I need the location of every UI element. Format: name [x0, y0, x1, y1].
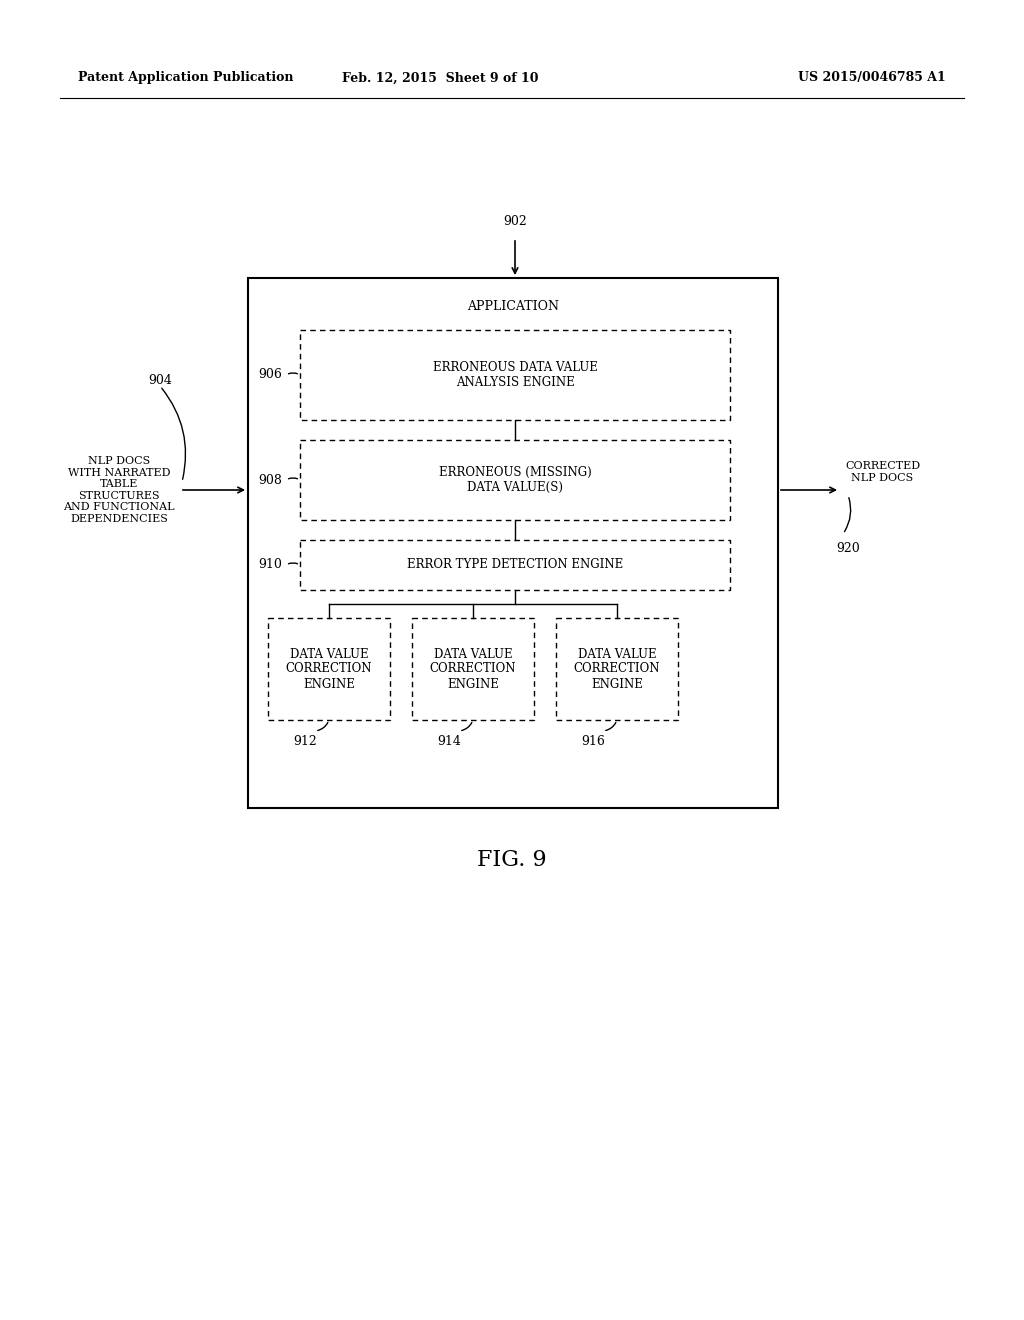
Text: Patent Application Publication: Patent Application Publication	[78, 71, 294, 84]
Text: ERRONEOUS DATA VALUE
ANALYSIS ENGINE: ERRONEOUS DATA VALUE ANALYSIS ENGINE	[432, 360, 597, 389]
Bar	[300, 440, 730, 520]
Text: 908: 908	[258, 474, 282, 487]
Text: 920: 920	[837, 543, 860, 554]
Text: NLP DOCS
WITH NARRATED
TABLE
STRUCTURES
AND FUNCTIONAL
DEPENDENCIES: NLP DOCS WITH NARRATED TABLE STRUCTURES …	[63, 455, 175, 524]
Bar	[412, 618, 534, 719]
Text: US 2015/0046785 A1: US 2015/0046785 A1	[799, 71, 946, 84]
Bar	[268, 618, 390, 719]
Text: 912: 912	[293, 735, 316, 748]
Text: FIG. 9: FIG. 9	[477, 849, 547, 871]
Text: ERROR TYPE DETECTION ENGINE: ERROR TYPE DETECTION ENGINE	[407, 558, 624, 572]
Bar	[556, 618, 678, 719]
Text: 906: 906	[258, 368, 282, 381]
Text: CORRECTED
NLP DOCS: CORRECTED NLP DOCS	[845, 461, 921, 483]
Bar	[300, 330, 730, 420]
Text: DATA VALUE
CORRECTION
ENGINE: DATA VALUE CORRECTION ENGINE	[430, 648, 516, 690]
Text: 910: 910	[258, 558, 282, 572]
Text: APPLICATION: APPLICATION	[467, 300, 559, 313]
Text: 904: 904	[148, 374, 172, 387]
Text: DATA VALUE
CORRECTION
ENGINE: DATA VALUE CORRECTION ENGINE	[286, 648, 373, 690]
Bar	[248, 279, 778, 808]
Text: 914: 914	[437, 735, 461, 748]
Text: DATA VALUE
CORRECTION
ENGINE: DATA VALUE CORRECTION ENGINE	[573, 648, 660, 690]
Text: Feb. 12, 2015  Sheet 9 of 10: Feb. 12, 2015 Sheet 9 of 10	[342, 71, 539, 84]
Text: 916: 916	[581, 735, 605, 748]
Bar	[300, 540, 730, 590]
Text: 902: 902	[503, 215, 527, 228]
Text: ERRONEOUS (MISSING)
DATA VALUE(S): ERRONEOUS (MISSING) DATA VALUE(S)	[438, 466, 592, 494]
